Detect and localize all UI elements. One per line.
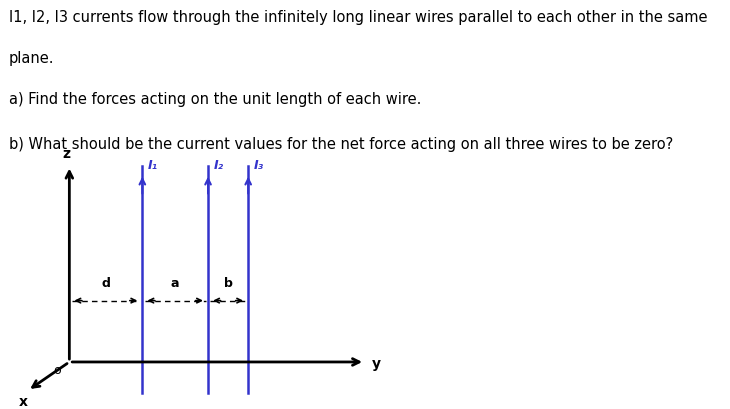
Text: z: z <box>63 147 70 161</box>
Text: y: y <box>372 357 381 371</box>
Text: a) Find the forces acting on the unit length of each wire.: a) Find the forces acting on the unit le… <box>9 92 421 107</box>
Text: I1, I2, I3 currents flow through the infinitely long linear wires parallel to ea: I1, I2, I3 currents flow through the inf… <box>9 10 707 25</box>
Text: b) What should be the current values for the net force acting on all three wires: b) What should be the current values for… <box>9 137 673 152</box>
Text: x: x <box>19 395 28 409</box>
Text: o: o <box>53 364 61 377</box>
Text: I₂: I₂ <box>214 159 224 172</box>
Text: b: b <box>223 277 233 290</box>
Text: I₁: I₁ <box>148 159 158 172</box>
Text: d: d <box>101 277 110 290</box>
Text: I₃: I₃ <box>254 159 264 172</box>
Text: a: a <box>171 277 180 290</box>
Text: plane.: plane. <box>9 51 54 66</box>
